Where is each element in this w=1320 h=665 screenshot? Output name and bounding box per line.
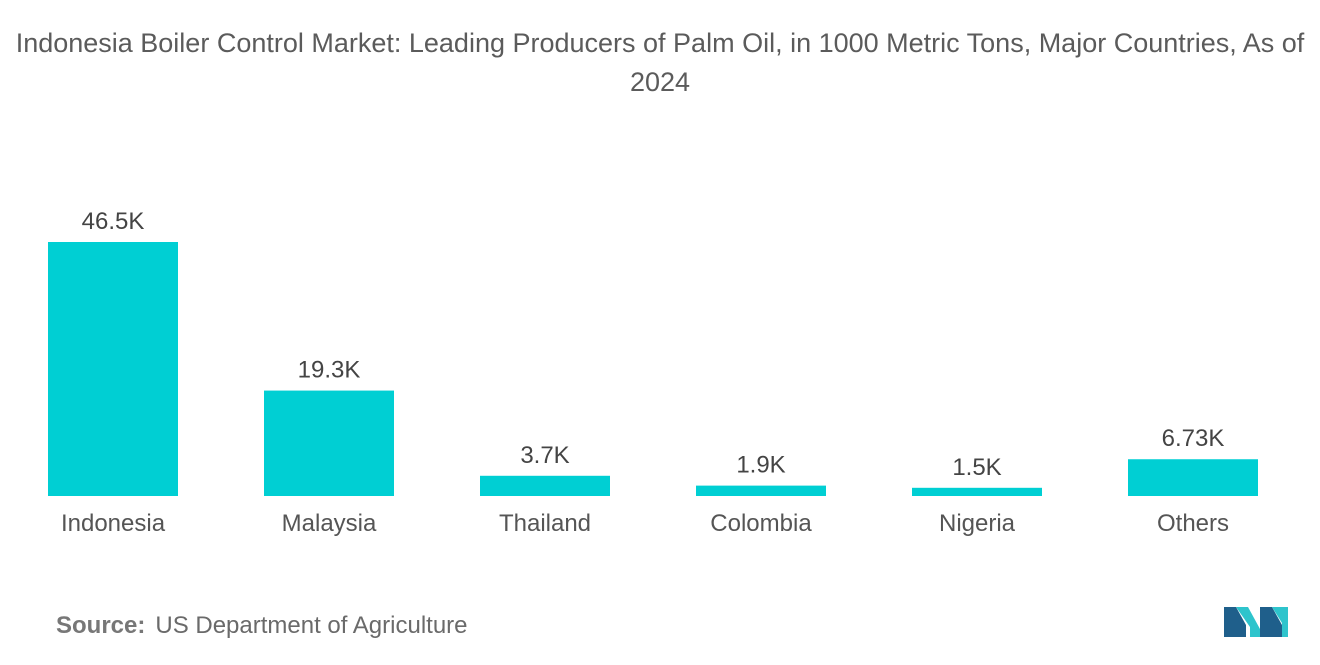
value-label-others: 6.73K [1162,425,1225,452]
value-label-indonesia: 46.5K [82,208,145,235]
bars-group [48,242,1258,496]
category-label-nigeria: Nigeria [939,510,1016,537]
source-label: Source: [56,612,146,639]
value-label-nigeria: 1.5K [952,454,1001,481]
category-label-colombia: Colombia [710,510,812,537]
chart-title: Indonesia Boiler Control Market: Leading… [15,28,1305,97]
bar-indonesia [48,242,178,496]
value-label-malaysia: 19.3K [298,357,361,384]
value-labels-group: 46.5K 19.3K 3.7K 1.9K 1.5K 6.73K [82,208,1225,481]
category-labels-group: Indonesia Malaysia Thailand Colombia Nigeria… [61,510,1229,537]
bar-others [1128,459,1258,496]
value-label-colombia: 1.9K [736,452,785,479]
bar-malaysia [264,390,394,496]
bar-chart: 46.5K 19.3K 3.7K 1.9K 1.5K 6.73K Indonesia Mal… [48,208,1258,537]
bar-colombia [696,485,826,496]
category-label-others: Others [1157,510,1229,537]
source-text: US Department of Agriculture [155,612,468,639]
category-label-malaysia: Malaysia [282,510,377,537]
bar-thailand [480,475,610,496]
category-label-indonesia: Indonesia [61,510,166,537]
mordor-intelligence-logo-icon [1224,607,1288,637]
source-note: Source: US Department of Agriculture [56,612,468,640]
value-label-thailand: 3.7K [520,442,569,469]
bar-nigeria [912,487,1042,496]
category-label-thailand: Thailand [499,510,591,537]
